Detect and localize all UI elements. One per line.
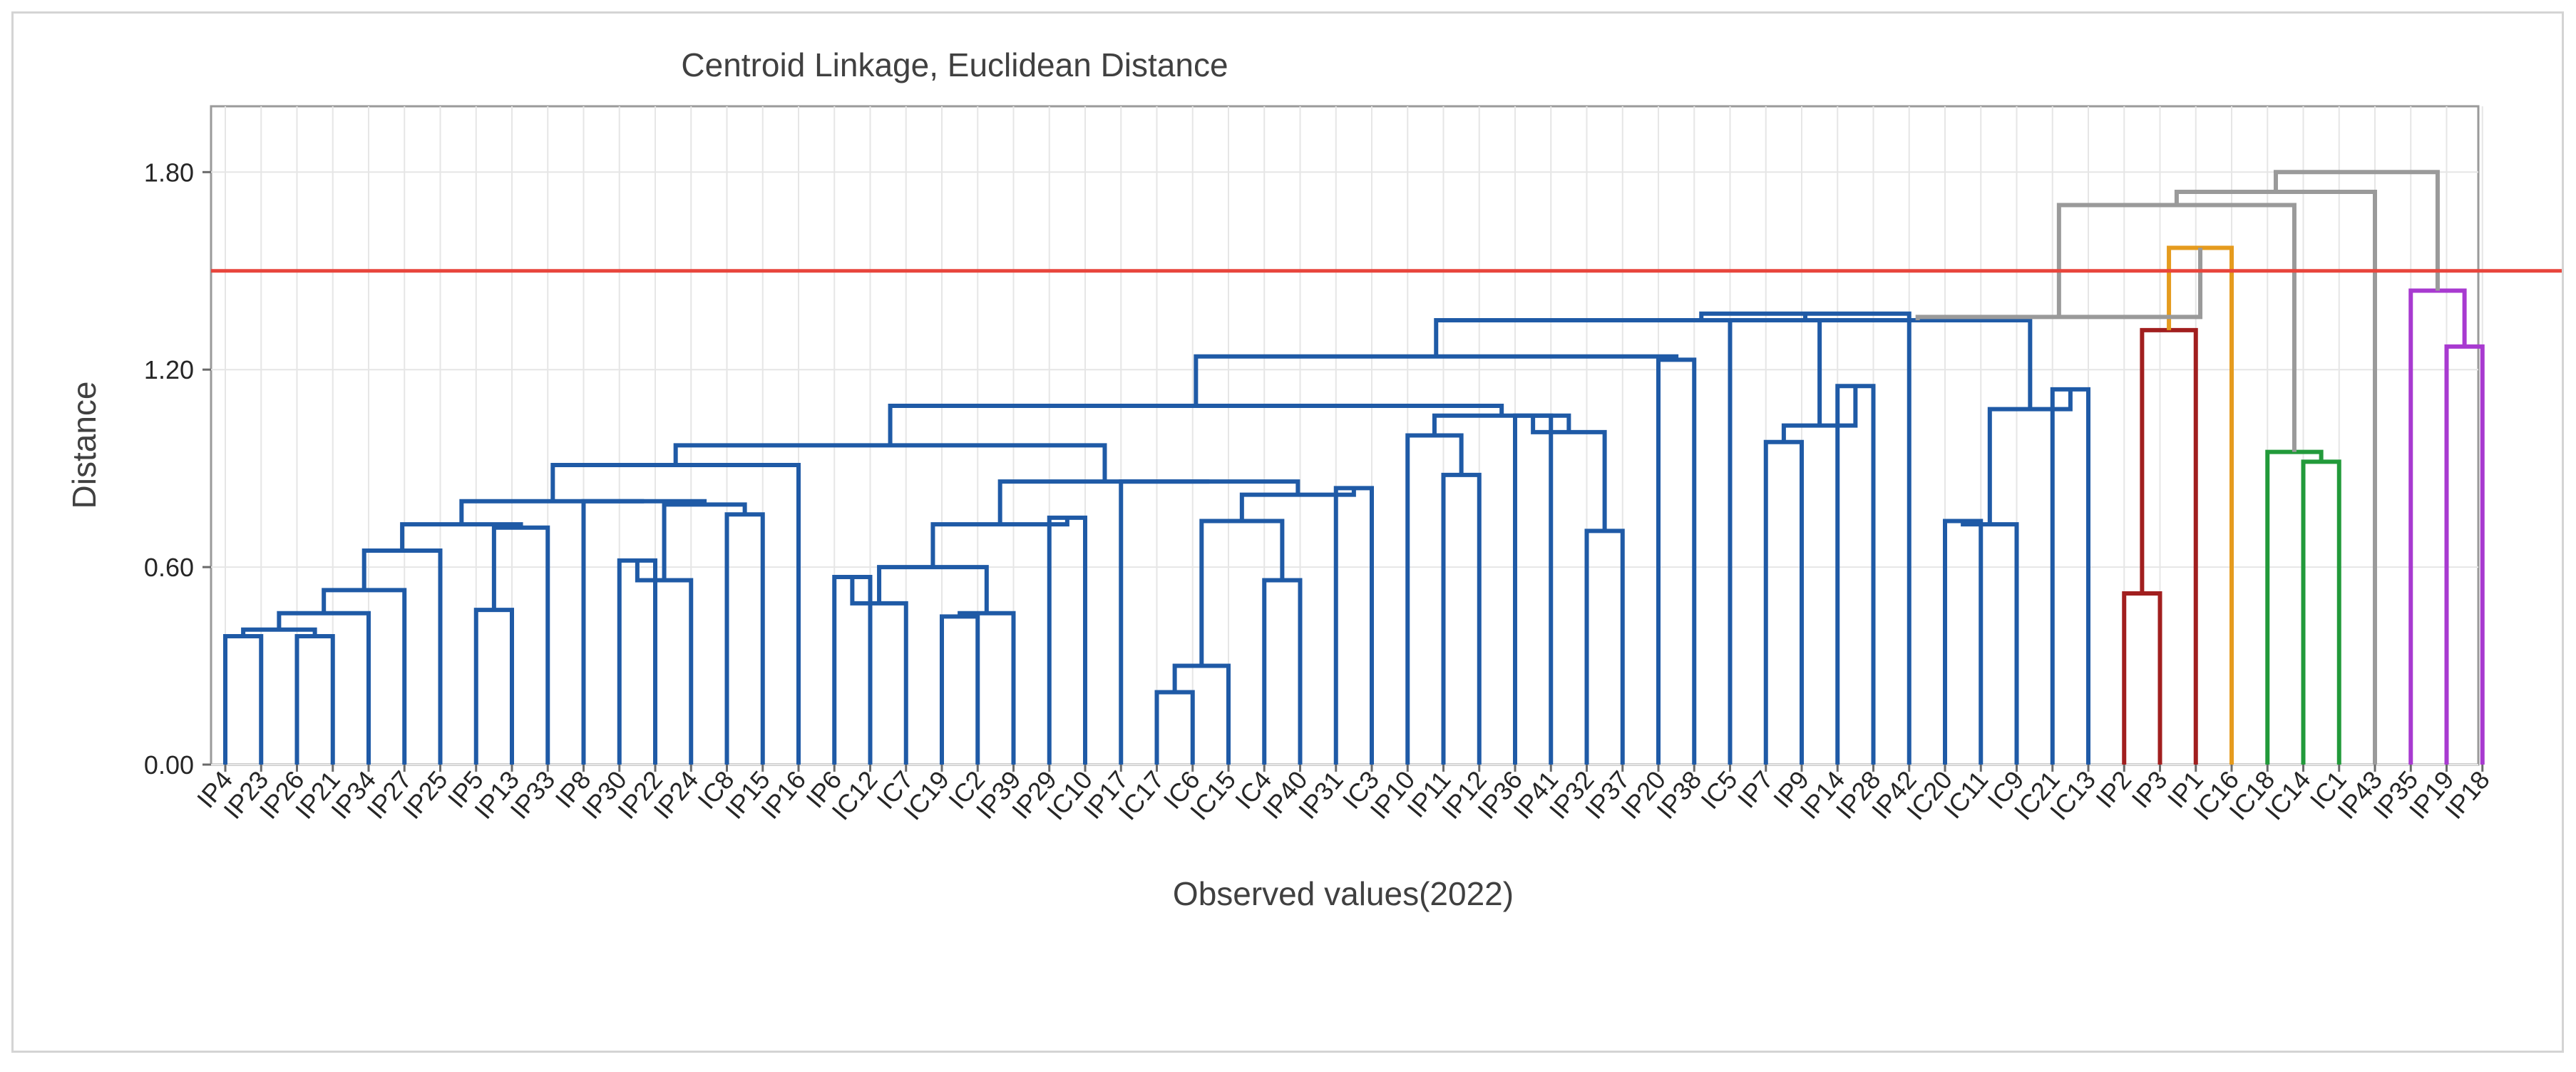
- chart-frame: Centroid Linkage, Euclidean Distance 0.0…: [11, 11, 2564, 1053]
- y-tick-label: 0.00: [144, 750, 194, 780]
- dendrogram-link: [997, 479, 1210, 525]
- x-axis-leaf-labels: IP4IP23IP26IP21IP34IP27IP25IP5IP13IP33IP…: [191, 765, 2495, 825]
- x-axis-label: Observed values(2022): [1173, 875, 1514, 912]
- dendrogram-link: [2273, 170, 2440, 291]
- plot-area: [210, 105, 2480, 766]
- dendrogram-chart: Centroid Linkage, Euclidean Distance 0.0…: [66, 46, 2562, 912]
- y-axis-ticks: 0.00 0.60 1.20 1.80: [144, 158, 211, 780]
- y-axis-label: Distance: [66, 382, 103, 509]
- dendrogram-links: [223, 170, 2485, 765]
- y-tick-label: 1.20: [144, 355, 194, 384]
- chart-title: Centroid Linkage, Euclidean Distance: [681, 46, 1228, 83]
- y-tick-label: 1.80: [144, 158, 194, 187]
- y-tick-label: 0.60: [144, 553, 194, 582]
- dendrogram-link: [459, 499, 645, 525]
